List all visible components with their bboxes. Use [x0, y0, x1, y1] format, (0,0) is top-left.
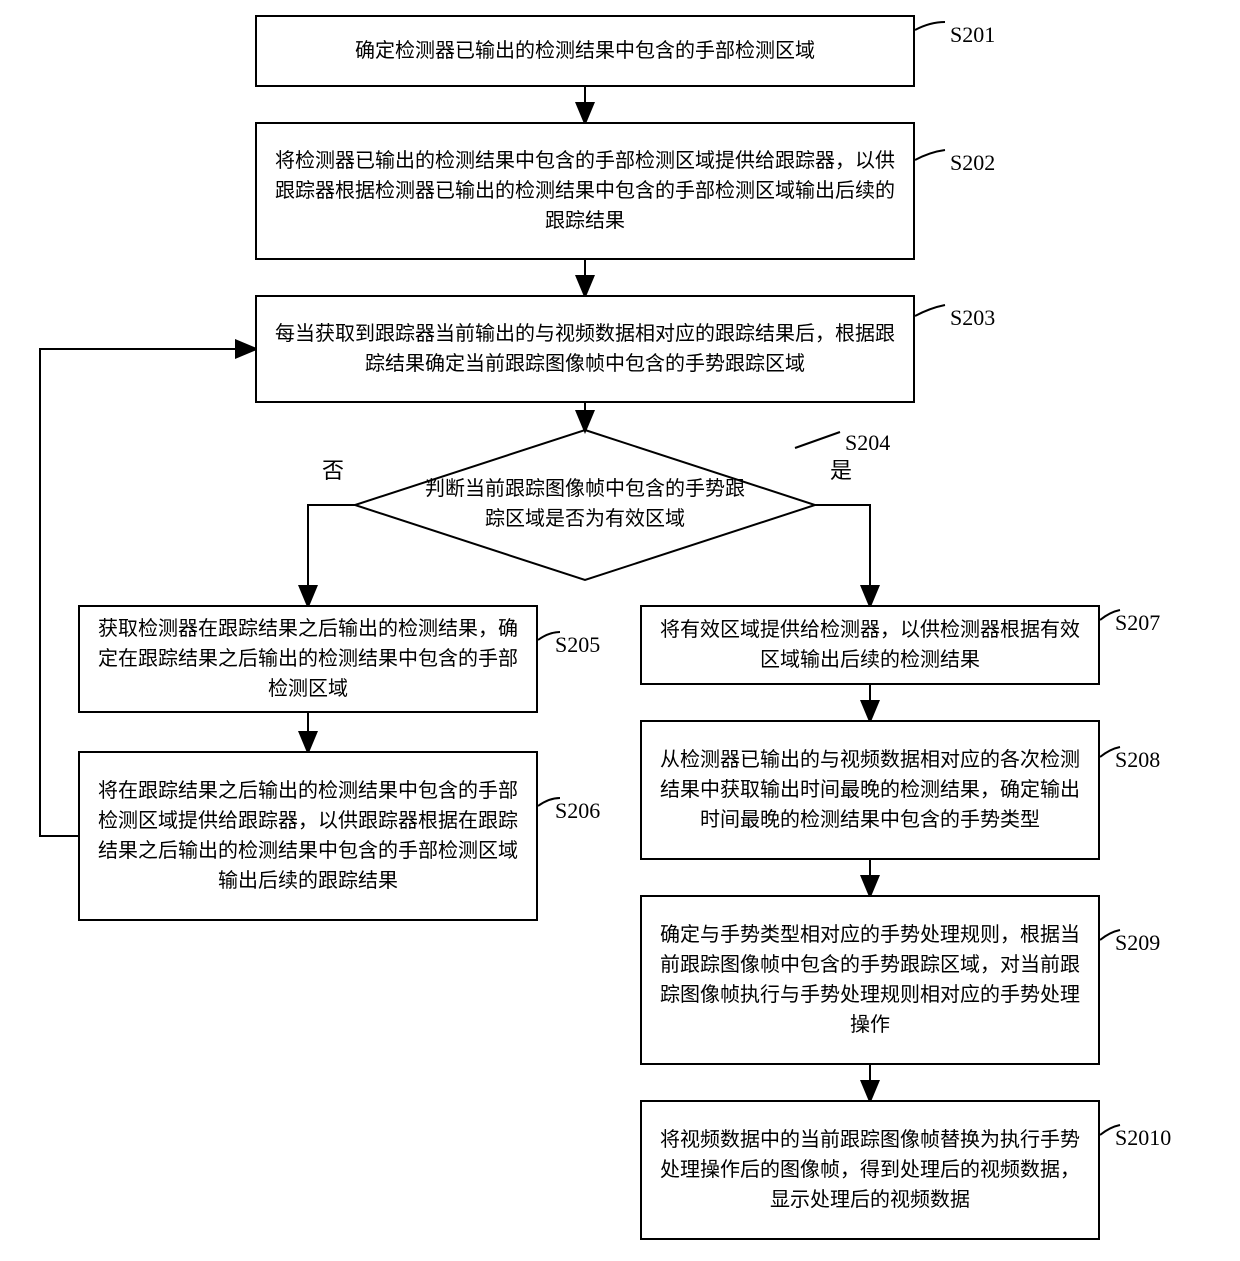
- step-label-s2010: S2010: [1115, 1125, 1171, 1151]
- step-box-s207: 将有效区域提供给检测器，以供检测器根据有效区域输出后续的检测结果: [640, 605, 1100, 685]
- branch-label-no: 否: [322, 453, 344, 485]
- step-text-s2010: 将视频数据中的当前跟踪图像帧替换为执行手势处理操作后的图像帧，得到处理后的视频数…: [654, 1125, 1086, 1215]
- step-label-s203: S203: [950, 305, 995, 331]
- branch-label-yes: 是: [830, 453, 852, 485]
- step-box-s203: 每当获取到跟踪器当前输出的与视频数据相对应的跟踪结果后，根据跟踪结果确定当前跟踪…: [255, 295, 915, 403]
- step-text-s206: 将在跟踪结果之后输出的检测结果中包含的手部检测区域提供给跟踪器，以供跟踪器根据在…: [92, 776, 524, 896]
- decision-text: 判断当前跟踪图像帧中包含的手势跟踪区域是否为有效区域: [420, 474, 750, 534]
- step-text-s205: 获取检测器在跟踪结果之后输出的检测结果，确定在跟踪结果之后输出的检测结果中包含的…: [92, 614, 524, 704]
- step-box-s201: 确定检测器已输出的检测结果中包含的手部检测区域: [255, 15, 915, 87]
- step-text-s208: 从检测器已输出的与视频数据相对应的各次检测结果中获取输出时间最晚的检测结果，确定…: [654, 745, 1086, 835]
- step-text-s207: 将有效区域提供给检测器，以供检测器根据有效区域输出后续的检测结果: [654, 615, 1086, 675]
- step-label-s209: S209: [1115, 930, 1160, 956]
- leader-2: [915, 305, 945, 316]
- step-label-s208: S208: [1115, 747, 1160, 773]
- step-box-s208: 从检测器已输出的与视频数据相对应的各次检测结果中获取输出时间最晚的检测结果，确定…: [640, 720, 1100, 860]
- step-text-s202: 将检测器已输出的检测结果中包含的手部检测区域提供给跟踪器，以供跟踪器根据检测器已…: [269, 146, 901, 236]
- leader-3: [795, 432, 840, 448]
- leader-0: [915, 22, 945, 30]
- leader-1: [915, 150, 945, 160]
- step-box-s2010: 将视频数据中的当前跟踪图像帧替换为执行手势处理操作后的图像帧，得到处理后的视频数…: [640, 1100, 1100, 1240]
- step-label-s207: S207: [1115, 610, 1160, 636]
- connector-1: [815, 505, 870, 605]
- step-label-s201: S201: [950, 22, 995, 48]
- step-text-s201: 确定检测器已输出的检测结果中包含的手部检测区域: [269, 36, 901, 66]
- step-label-s205: S205: [555, 632, 600, 658]
- step-text-s203: 每当获取到跟踪器当前输出的与视频数据相对应的跟踪结果后，根据跟踪结果确定当前跟踪…: [269, 319, 901, 379]
- step-label-s202: S202: [950, 150, 995, 176]
- step-text-s209: 确定与手势类型相对应的手势处理规则，根据当前跟踪图像帧中包含的手势跟踪区域，对当…: [654, 920, 1086, 1040]
- step-box-s206: 将在跟踪结果之后输出的检测结果中包含的手部检测区域提供给跟踪器，以供跟踪器根据在…: [78, 751, 538, 921]
- step-box-s209: 确定与手势类型相对应的手势处理规则，根据当前跟踪图像帧中包含的手势跟踪区域，对当…: [640, 895, 1100, 1065]
- connector-0: [308, 505, 355, 605]
- step-box-s205: 获取检测器在跟踪结果之后输出的检测结果，确定在跟踪结果之后输出的检测结果中包含的…: [78, 605, 538, 713]
- decision-diamond: [355, 430, 815, 580]
- step-box-s202: 将检测器已输出的检测结果中包含的手部检测区域提供给跟踪器，以供跟踪器根据检测器已…: [255, 122, 915, 260]
- step-label-s206: S206: [555, 798, 600, 824]
